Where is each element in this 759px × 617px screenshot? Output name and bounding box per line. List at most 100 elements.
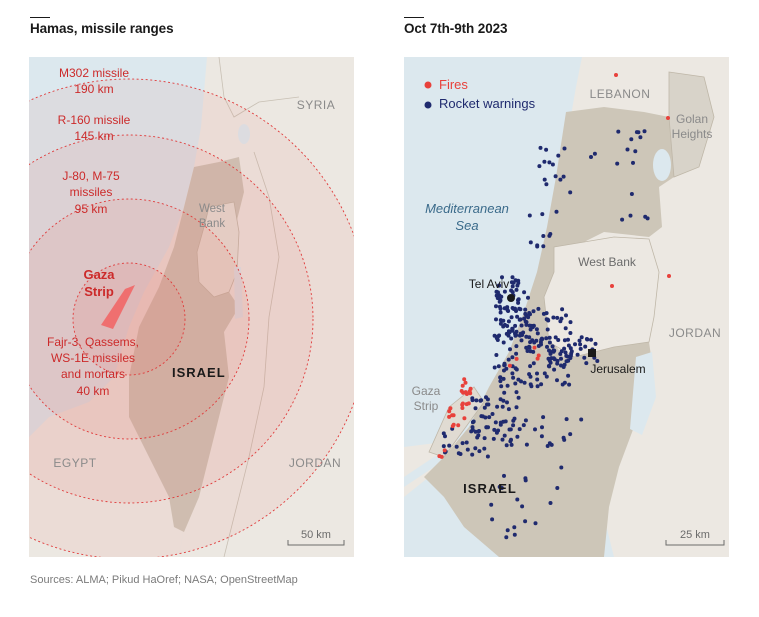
rocket-warning-dot	[528, 364, 533, 369]
rocket-warning-dot	[625, 147, 630, 152]
fire-dot	[666, 116, 670, 120]
rocket-warning-dot	[477, 429, 481, 433]
rocket-warning-dot	[545, 444, 550, 448]
rocket-warning-dot	[505, 324, 510, 328]
rocket-warning-dot	[470, 396, 475, 401]
rocket-warning-dot	[584, 361, 589, 366]
rocket-warning-dot	[492, 365, 497, 370]
rocket-warning-dot	[515, 434, 520, 439]
rocket-warning-dot	[593, 341, 598, 346]
rocket-warning-dot	[523, 519, 528, 524]
rocket-warning-dot	[567, 382, 572, 387]
rocket-warning-dot	[547, 160, 552, 165]
ring-j80-95km	[29, 198, 250, 440]
rocket-warning-dot	[636, 130, 641, 135]
sea-of-galilee-right	[653, 149, 671, 181]
label-gaza-line1: Gaza	[83, 267, 115, 282]
fire-dot	[456, 423, 461, 428]
rocket-warning-dot	[441, 444, 446, 449]
rocket-warning-dot	[496, 364, 501, 369]
rocket-warning-dot	[504, 443, 509, 448]
west-bank-area	[196, 201, 240, 298]
fire-dot	[507, 363, 512, 368]
rocket-warning-dot	[559, 356, 563, 361]
rocket-warning-dot	[547, 340, 552, 345]
rocket-warning-dot	[522, 290, 527, 295]
fire-dot	[442, 448, 447, 453]
fire-dot	[447, 409, 452, 414]
rocket-warning-dot	[482, 405, 487, 410]
rocket-warning-dot	[483, 415, 488, 420]
rocket-warning-dot	[499, 384, 504, 389]
rocket-warning-dot	[479, 414, 484, 419]
rocket-warning-dot	[510, 275, 515, 280]
rocket-warning-dot	[479, 398, 484, 403]
west-bank-area-right	[543, 236, 660, 358]
rocket-warning-dot	[516, 395, 521, 400]
left-panel-title: Hamas, missile ranges	[30, 21, 174, 36]
label-fajr-line2: WS-1E missiles	[51, 351, 135, 365]
fire-dot	[447, 414, 452, 419]
rocket-warning-dot	[562, 338, 567, 343]
place-lebanon: LEBANON	[590, 87, 651, 101]
rocket-warning-dot	[514, 390, 519, 395]
rocket-warning-dot	[516, 377, 521, 382]
rocket-warning-dot	[533, 427, 537, 432]
rocket-warning-dot	[541, 234, 546, 238]
title-rule-right	[404, 17, 424, 18]
fire-dot	[460, 401, 465, 406]
rocket-warning-dot	[558, 177, 563, 182]
rocket-warning-dot	[497, 299, 502, 304]
rocket-warning-dot	[575, 352, 580, 357]
rocket-warning-dot	[523, 311, 528, 316]
fire-dot	[532, 345, 537, 350]
rocket-warning-dot	[498, 379, 503, 384]
ring-r160-145km	[29, 134, 314, 504]
rocket-warning-dot	[541, 415, 546, 420]
legend-rockets-swatch	[424, 101, 432, 109]
rocket-warning-dot	[513, 381, 518, 386]
fire-dot	[467, 389, 472, 394]
rocket-warning-dot	[498, 310, 503, 315]
rocket-warning-dot	[541, 244, 546, 249]
rocket-warning-dot	[547, 358, 552, 363]
rocket-warning-dot	[470, 425, 475, 430]
rocket-warning-dot	[555, 358, 560, 363]
place-tel-aviv: Tel Aviv	[469, 277, 509, 291]
rocket-warning-dot	[516, 297, 521, 302]
rocket-warning-dot	[536, 306, 541, 311]
rocket-warning-dot	[473, 429, 478, 434]
rocket-warning-dot	[522, 316, 527, 321]
rocket-warning-dot	[520, 504, 525, 509]
rocket-warning-dot	[592, 151, 597, 156]
rocket-warning-dot	[509, 442, 514, 447]
rocket-warning-dot	[528, 240, 533, 245]
incident-dots	[437, 73, 671, 540]
border-lines	[218, 57, 300, 557]
fire-dot	[437, 454, 442, 459]
rocket-warning-dot	[568, 190, 573, 195]
rocket-warning-dot	[589, 155, 593, 159]
rocket-warning-dot	[501, 318, 506, 323]
title-rule-left	[30, 17, 50, 18]
rocket-warning-dot	[518, 317, 523, 322]
rocket-warning-dot	[524, 345, 529, 350]
rocket-warning-dot	[566, 358, 571, 363]
rocket-warning-dot	[494, 353, 499, 357]
rocket-warning-dot	[506, 357, 511, 362]
tel-aviv-marker	[507, 294, 515, 302]
rocket-warning-dot	[556, 153, 561, 158]
sea-of-galilee	[238, 124, 250, 144]
rocket-warning-dot	[510, 326, 515, 331]
place-sea-1: Mediterranean	[425, 201, 509, 216]
rocket-warning-dot	[527, 213, 532, 218]
rocket-warning-dot	[562, 380, 567, 385]
rocket-warning-dot	[550, 344, 555, 349]
rocket-warning-dot	[578, 346, 583, 351]
rocket-warning-dot	[509, 437, 513, 442]
rocket-warning-dot	[548, 501, 553, 505]
rocket-warning-dot	[583, 344, 588, 349]
scale-label-left: 50 km	[301, 529, 331, 541]
rocket-warning-dot	[511, 280, 516, 285]
rocket-warning-dot	[485, 402, 489, 407]
